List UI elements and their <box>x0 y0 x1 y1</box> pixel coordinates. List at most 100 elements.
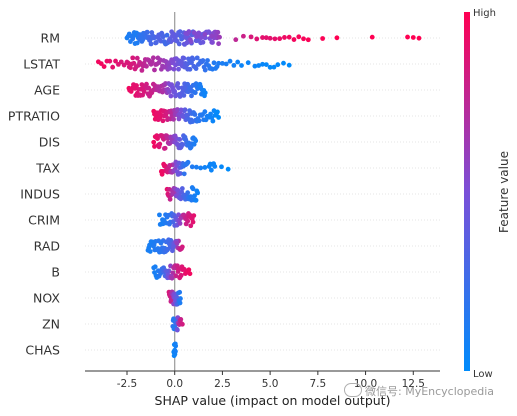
shap-point-rm <box>241 33 246 39</box>
shap-point-rm <box>296 34 302 40</box>
shap-point-tax <box>198 165 204 171</box>
feature-label-indus: INDUS <box>20 187 60 202</box>
x-tick-label: 2.5 <box>214 378 231 390</box>
shap-point-ptratio <box>160 118 166 124</box>
shap-point-rm <box>410 35 416 40</box>
shap-point-crim <box>185 218 191 224</box>
shap-point-age <box>166 89 172 94</box>
shap-point-rm <box>187 37 193 43</box>
shap-point-ptratio <box>196 118 202 124</box>
shap-point-nox <box>177 300 183 306</box>
shap-point-crim <box>188 223 194 229</box>
shap-point-lstat <box>267 64 273 70</box>
shap-point-age <box>140 92 146 98</box>
shap-point-rm <box>196 30 202 36</box>
shap-point-lstat <box>171 66 177 72</box>
shap-point-lstat <box>256 63 262 68</box>
shap-point-lstat <box>179 59 184 65</box>
shap-point-tax <box>202 165 208 170</box>
shap-point-rad <box>170 244 176 250</box>
shap-point-lstat <box>200 58 206 63</box>
shap-point-rad <box>151 242 157 248</box>
shap-point-age <box>189 93 194 99</box>
shap-point-dis <box>188 144 194 150</box>
shap-point-rm <box>210 40 215 45</box>
shap-point-lstat <box>131 60 137 66</box>
x-tick-label: 12.5 <box>402 378 425 390</box>
shap-point-lstat <box>220 61 225 66</box>
shap-point-rm <box>215 29 221 35</box>
shap-point-age <box>175 81 181 86</box>
shap-point-lstat <box>181 55 187 61</box>
shap-point-indus <box>188 194 194 200</box>
shap-point-age <box>144 81 149 87</box>
shap-point-lstat <box>152 67 157 73</box>
shap-point-age <box>181 92 187 98</box>
shap-point-lstat <box>139 67 145 73</box>
shap-point-rm <box>334 35 340 41</box>
shap-point-b <box>169 275 175 281</box>
shap-point-lstat <box>133 64 139 70</box>
shap-point-rm <box>177 29 183 34</box>
shap-point-chas <box>173 349 178 354</box>
shap-point-lstat <box>190 56 196 62</box>
shap-point-tax <box>175 171 181 177</box>
shap-point-rm <box>128 39 133 44</box>
shap-point-lstat <box>176 66 181 72</box>
shap-point-lstat <box>193 66 199 71</box>
shap-point-rm <box>267 35 273 41</box>
shap-point-tax <box>184 161 190 166</box>
shap-point-lstat <box>286 62 292 68</box>
shap-point-lstat <box>235 59 241 65</box>
shap-point-lstat <box>195 62 201 67</box>
shap-point-chas <box>172 341 178 347</box>
x-tick-label: 5.0 <box>262 378 279 390</box>
shap-point-dis <box>151 139 157 145</box>
colorbar-high-label: High <box>473 8 496 19</box>
shap-point-lstat <box>144 63 149 69</box>
shap-point-age <box>168 93 174 99</box>
shap-point-rm <box>160 32 165 38</box>
shap-point-rm <box>134 40 140 46</box>
shap-point-indus <box>167 196 173 202</box>
shap-point-b <box>186 267 192 273</box>
shap-point-rm <box>153 40 159 45</box>
shap-point-rm <box>202 32 208 37</box>
shap-point-lstat <box>223 61 229 67</box>
colorbar-gradient <box>464 12 470 371</box>
shap-point-indus <box>190 186 196 192</box>
shap-point-lstat <box>231 62 237 68</box>
shap-point-lstat <box>227 58 233 64</box>
shap-point-rm <box>254 36 260 42</box>
shap-point-crim <box>177 221 183 226</box>
shap-point-rm <box>164 32 170 38</box>
shap-point-lstat <box>101 64 107 69</box>
x-tick-label: -2.5 <box>117 378 138 390</box>
shap-point-rad <box>166 237 172 243</box>
watermark-text: 微信号: MyEncyclopedia <box>365 385 495 398</box>
feature-label-ptratio: PTRATIO <box>8 109 60 124</box>
shap-point-indus <box>194 188 200 194</box>
shap-point-indus <box>192 193 197 199</box>
shap-point-rm <box>248 34 254 40</box>
shap-point-ptratio <box>202 109 208 115</box>
shap-point-tax <box>167 162 173 168</box>
shap-point-lstat <box>104 58 110 64</box>
shap-point-lstat <box>128 65 133 71</box>
shap-point-rm <box>148 41 154 47</box>
shap-point-rm <box>282 35 287 40</box>
shap-point-rm <box>286 34 292 40</box>
feature-label-crim: CRIM <box>28 213 60 228</box>
shap-point-age <box>202 93 207 99</box>
x-tick-label: 7.5 <box>309 378 326 390</box>
shap-point-lstat <box>263 62 269 67</box>
shap-point-ptratio <box>209 115 215 121</box>
shap-point-age <box>180 88 186 94</box>
shap-point-lstat <box>260 61 265 67</box>
shap-point-tax <box>225 166 231 172</box>
shap-point-nox <box>177 289 183 295</box>
shap-point-lstat <box>149 59 155 64</box>
shap-point-rm <box>233 37 239 43</box>
shap-point-dis <box>191 141 197 147</box>
shap-point-ptratio <box>178 107 184 113</box>
